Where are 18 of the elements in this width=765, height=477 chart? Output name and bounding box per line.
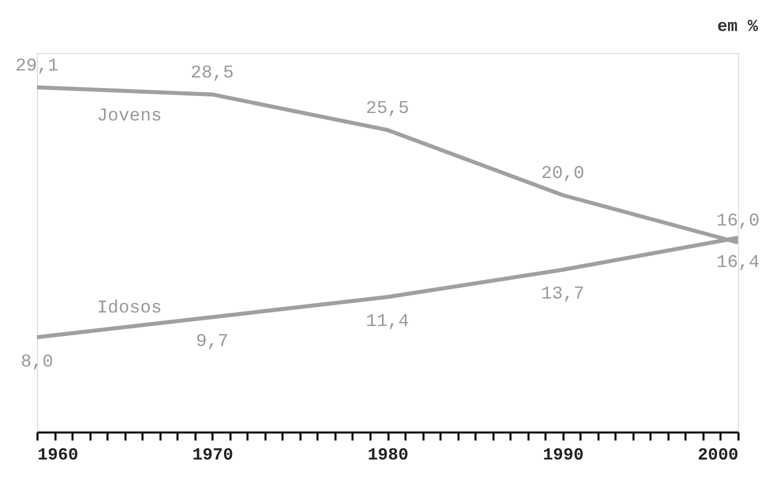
text: em % [717,18,759,37]
data-label: 9,7 [196,332,228,352]
data-label: 28,5 [190,63,234,84]
data-label: 25,5 [366,98,410,119]
series-label: Idosos [97,298,162,318]
series-label: Jovens [97,106,162,126]
x-tick-label: 2000 [698,446,738,466]
data-label: 16,0 [716,212,760,232]
data-label: 8,0 [20,352,54,372]
data-label: 16,4 [716,252,760,273]
data-label: 11,4 [366,312,410,332]
data-label: 20,0 [541,164,584,184]
x-tick-label: 1970 [192,446,234,466]
x-tick-label: 1990 [542,446,584,466]
data-label: 29,1 [15,56,59,76]
x-tick-label: 1980 [368,446,408,466]
data-label: 13,7 [541,284,584,305]
x-tick-label: 1960 [38,446,78,466]
